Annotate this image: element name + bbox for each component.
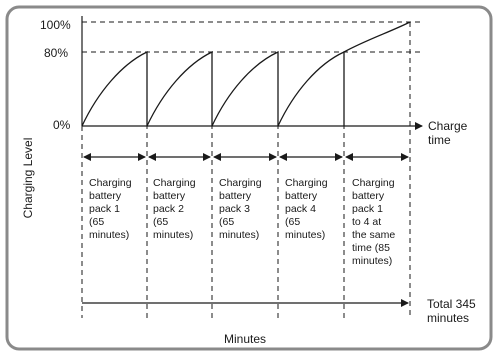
segment-dividers [81, 22, 411, 318]
x-axis-label: Minutes [224, 332, 266, 346]
y-tick-100: 100% [40, 18, 71, 32]
charge-curve-pack-2 [146, 50, 213, 127]
outer-frame [5, 5, 493, 351]
segment-label-pack-3: Charging battery pack 3 (65 minutes) [219, 177, 265, 241]
segment-label-all-packs: Charging battery pack 1 to 4 at the same… [352, 177, 398, 267]
charge-time-label: Charge time [428, 119, 471, 147]
segment-label-pack-1: Charging battery pack 1 (65 minutes) [89, 177, 135, 241]
segment-label-pack-2: Charging battery pack 2 (65 minutes) [153, 177, 199, 241]
charge-curve-pack-3 [211, 50, 279, 127]
segment-label-pack-4: Charging battery pack 4 (65 minutes) [285, 177, 331, 241]
y-axis-label: Charging Level [21, 138, 35, 219]
total-label: Total 345 minutes [427, 297, 479, 325]
charge-curve-all-packs [343, 21, 411, 53]
y-tick-80: 80% [44, 46, 68, 60]
charge-curve-pack-1 [81, 50, 148, 127]
y-tick-0: 0% [53, 118, 71, 132]
charge-curve-pack-4 [277, 50, 345, 127]
